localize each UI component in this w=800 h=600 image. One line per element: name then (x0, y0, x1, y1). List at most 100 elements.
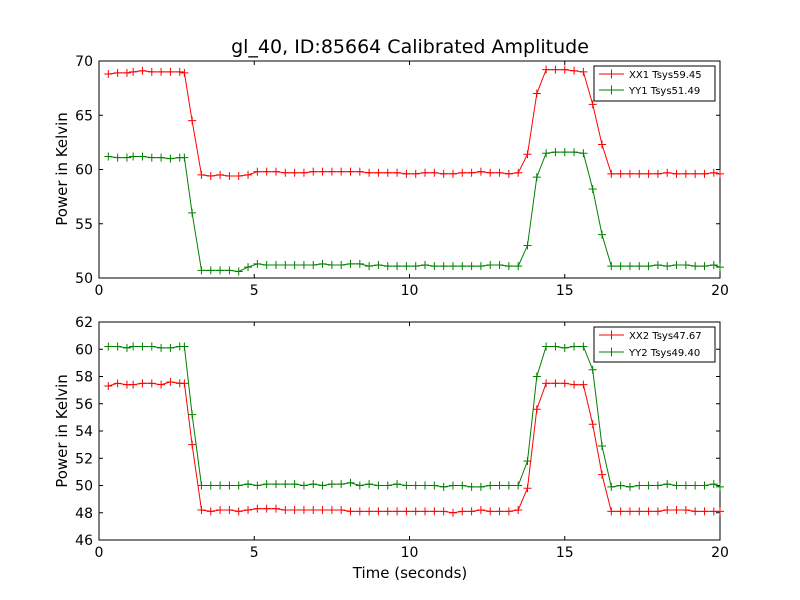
data-point (374, 168, 383, 177)
x-tick-label: 15 (556, 545, 574, 561)
data-point (570, 342, 579, 351)
data-point (402, 169, 411, 178)
data-point (346, 167, 355, 176)
data-point (421, 168, 430, 177)
data-point (122, 68, 131, 77)
data-point (691, 507, 700, 516)
data-point (486, 481, 495, 490)
data-point (244, 506, 253, 515)
data-point (157, 153, 166, 162)
y-tick-label: 46 (75, 533, 93, 549)
data-point (430, 481, 439, 490)
data-point (672, 506, 681, 515)
data-point (180, 379, 189, 388)
data-point (588, 365, 597, 374)
data-point (625, 262, 634, 271)
chart-2-legend-label-2: YY2 Tsys49.40 (628, 348, 700, 359)
data-point (393, 507, 402, 516)
data-point (253, 481, 262, 490)
data-point (579, 342, 588, 351)
data-point (216, 170, 225, 179)
data-point (234, 172, 243, 181)
data-point (625, 507, 634, 516)
data-point (225, 172, 234, 181)
data-point (635, 507, 644, 516)
data-point (681, 506, 690, 515)
data-point (393, 480, 402, 489)
data-point (523, 241, 532, 250)
data-point (271, 260, 280, 269)
data-point (716, 507, 724, 516)
data-point (318, 167, 327, 176)
data-point (337, 167, 346, 176)
data-point (234, 267, 243, 276)
data-point (439, 482, 448, 491)
data-point (467, 507, 476, 516)
data-point (175, 67, 184, 76)
data-point (188, 440, 197, 449)
data-point (514, 262, 523, 271)
data-point (157, 380, 166, 389)
data-point (355, 481, 364, 490)
data-point (672, 481, 681, 490)
data-point (271, 480, 280, 489)
data-point (598, 441, 607, 450)
data-point (716, 482, 724, 491)
data-point (206, 507, 215, 516)
x-tick-label: 10 (401, 545, 419, 561)
y-tick-label: 62 (75, 315, 93, 331)
data-point (635, 169, 644, 178)
data-point (309, 167, 318, 176)
data-point (439, 169, 448, 178)
data-point (402, 262, 411, 271)
data-point (355, 507, 364, 516)
data-point (318, 481, 327, 490)
data-point (309, 506, 318, 515)
data-point (560, 343, 569, 352)
data-point (411, 262, 420, 271)
chart-1-legend-box (593, 65, 716, 102)
data-point (129, 380, 138, 389)
data-point (281, 480, 290, 489)
data-point (681, 481, 690, 490)
chart-1-legend-label-1: XX1 Tsys59.45 (629, 70, 702, 81)
data-point (244, 263, 253, 272)
data-point (411, 169, 420, 178)
data-point (290, 506, 299, 515)
data-point (299, 481, 308, 490)
data-point (206, 266, 215, 275)
data-point (225, 266, 234, 275)
data-point (495, 260, 504, 269)
data-point (411, 481, 420, 490)
data-point (113, 153, 122, 162)
data-point (166, 377, 175, 386)
data-point (337, 260, 346, 269)
data-point (467, 482, 476, 491)
data-point (346, 507, 355, 516)
chart-2-xlabel: Time (seconds) (352, 564, 468, 582)
data-point (532, 405, 541, 414)
data-point (607, 507, 616, 516)
data-point (166, 343, 175, 352)
data-point (374, 260, 383, 269)
data-point (579, 149, 588, 158)
data-point (421, 260, 430, 269)
data-point (635, 481, 644, 490)
chart-2-legend-label-1: XX2 Tsys47.67 (629, 331, 702, 342)
data-point (197, 170, 206, 179)
data-point (532, 372, 541, 381)
data-point (635, 262, 644, 271)
data-point (157, 67, 166, 76)
data-point (430, 507, 439, 516)
data-point (691, 481, 700, 490)
data-point (504, 507, 513, 516)
data-point (644, 169, 653, 178)
data-point (104, 342, 113, 351)
data-point (365, 480, 374, 489)
data-point (188, 410, 197, 419)
data-point (157, 343, 166, 352)
data-point (495, 507, 504, 516)
data-point (570, 380, 579, 389)
data-point (663, 168, 672, 177)
data-point (197, 266, 206, 275)
